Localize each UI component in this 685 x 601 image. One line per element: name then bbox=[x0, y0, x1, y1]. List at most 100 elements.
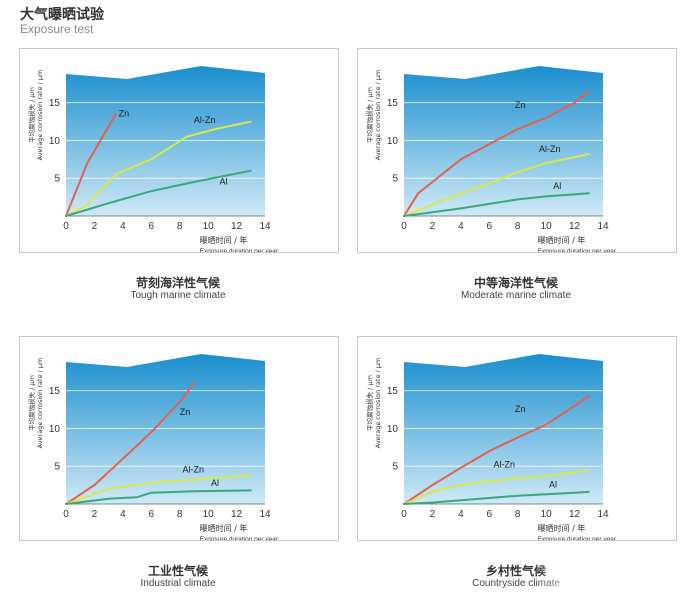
series-line-zn bbox=[403, 90, 590, 217]
series-label: Zn bbox=[515, 100, 526, 110]
x-tick-label: 8 bbox=[515, 221, 521, 232]
y-tick-label: 10 bbox=[387, 424, 399, 435]
chart-caption-en: Moderate marine climate bbox=[460, 290, 572, 301]
x-tick-label: 10 bbox=[541, 221, 553, 232]
chart-svg: 0 2 4 6 8 10 12 14 5 10 15 Zn Al-Zn Al 曝晒时间 / 年 Exposur… bbox=[365, 66, 617, 252]
plot-background bbox=[404, 354, 603, 504]
series-label: Zn bbox=[515, 404, 526, 414]
x-tick-label: 2 bbox=[430, 221, 436, 232]
x-tick-label: 2 bbox=[92, 509, 98, 520]
series-label: Al-Zn bbox=[539, 144, 561, 154]
x-axis-title-cn: 曝晒时间 / 年 bbox=[200, 235, 248, 245]
series-line-al bbox=[65, 489, 252, 505]
x-tick-label: 10 bbox=[203, 509, 215, 520]
y-tick-label: 5 bbox=[392, 462, 398, 473]
x-tick-label: 14 bbox=[259, 509, 271, 520]
x-axis-title-en: Exposure duration per year bbox=[200, 248, 279, 252]
chart-caption-en: Industrial climate bbox=[140, 578, 216, 589]
y-tick-label: 15 bbox=[387, 98, 399, 109]
y-tick-label: 5 bbox=[392, 174, 398, 185]
x-tick-label: 8 bbox=[177, 509, 183, 520]
chart-caption-en: Countryside climate bbox=[472, 578, 560, 589]
x-tick-label: 6 bbox=[149, 509, 155, 520]
chart-panel-countryside: 0 2 4 6 8 10 12 14 5 10 15 Zn Al-Zn Al 曝晒时间 / 年 Exposur… bbox=[357, 336, 677, 541]
x-axis-title-cn: 曝晒时间 / 年 bbox=[200, 523, 248, 533]
chart-svg: 0 2 4 6 8 10 12 14 5 10 15 Zn Al-Zn Al 曝晒时间 / 年 Exposur… bbox=[27, 66, 279, 252]
x-axis-title-en: Exposure duration per year bbox=[538, 536, 617, 540]
series-label: Al bbox=[553, 181, 561, 191]
y-axis-title-cn: 平均腐蚀损失 / μm bbox=[365, 375, 374, 431]
x-axis-title-en: Exposure duration per year bbox=[200, 536, 279, 540]
y-tick-label: 5 bbox=[54, 462, 60, 473]
y-tick-label: 10 bbox=[49, 424, 61, 435]
x-tick-label: 14 bbox=[597, 509, 609, 520]
y-tick-label: 15 bbox=[387, 386, 399, 397]
chart-caption-cn: 苛刻海洋性气候 bbox=[135, 276, 220, 290]
x-tick-label: 12 bbox=[569, 509, 581, 520]
chart-caption-cn: 工业性气候 bbox=[147, 564, 208, 578]
chart-svg: 0 2 4 6 8 10 12 14 5 10 15 Zn Al-Zn Al 曝晒时间 / 年 Exposur… bbox=[27, 354, 279, 540]
y-axis-title-en: Average corrosion rate / μm bbox=[374, 70, 382, 161]
series-line-al bbox=[403, 490, 590, 505]
x-tick-label: 10 bbox=[203, 221, 215, 232]
x-tick-label: 12 bbox=[231, 509, 243, 520]
x-tick-label: 0 bbox=[63, 221, 69, 232]
series-line-al bbox=[65, 169, 252, 217]
x-tick-label: 4 bbox=[120, 221, 126, 232]
x-tick-label: 14 bbox=[597, 221, 609, 232]
fade-overlay bbox=[535, 555, 685, 601]
series-line-al-zn bbox=[65, 474, 252, 505]
x-tick-label: 6 bbox=[487, 221, 493, 232]
y-axis-title-en: Average corrosion rate / μm bbox=[36, 70, 44, 161]
x-tick-label: 0 bbox=[63, 509, 69, 520]
y-tick-label: 15 bbox=[49, 98, 61, 109]
y-tick-label: 15 bbox=[49, 386, 61, 397]
x-axis-title-cn: 曝晒时间 / 年 bbox=[538, 523, 586, 533]
x-tick-label: 4 bbox=[458, 509, 464, 520]
chart-caption-cn: 乡村性气候 bbox=[485, 564, 546, 578]
chart-svg: 0 2 4 6 8 10 12 14 5 10 15 Zn Al-Zn Al 曝晒时间 / 年 Exposur… bbox=[365, 354, 617, 540]
x-tick-label: 0 bbox=[401, 509, 407, 520]
x-tick-label: 6 bbox=[487, 509, 493, 520]
x-tick-label: 10 bbox=[541, 509, 553, 520]
x-tick-label: 8 bbox=[515, 509, 521, 520]
x-axis-title-en: Exposure duration per year bbox=[538, 248, 617, 252]
plot-background bbox=[66, 66, 265, 216]
y-axis-title-en: Average corrosion rate / μm bbox=[36, 358, 44, 449]
x-tick-label: 2 bbox=[430, 509, 436, 520]
series-label: Al bbox=[220, 176, 228, 186]
series-label: Al-Zn bbox=[194, 115, 216, 125]
chart-panel-tough-marine: 0 2 4 6 8 10 12 14 5 10 15 Zn Al-Zn Al 曝晒时间 / 年 Exposur… bbox=[19, 48, 339, 253]
x-tick-label: 6 bbox=[149, 221, 155, 232]
x-tick-label: 12 bbox=[569, 221, 581, 232]
series-label: Al-Zn bbox=[183, 464, 205, 474]
y-tick-label: 5 bbox=[54, 174, 60, 185]
page-subtitle: Exposure test bbox=[20, 22, 94, 36]
x-tick-label: 2 bbox=[92, 221, 98, 232]
series-label: Al-Zn bbox=[494, 460, 516, 470]
chart-caption-en: Tough marine climate bbox=[130, 290, 226, 301]
y-axis-title-en: Average corrosion rate / μm bbox=[374, 358, 382, 449]
page-title: 大气曝晒试验 bbox=[20, 7, 104, 23]
chart-panel-industrial: 0 2 4 6 8 10 12 14 5 10 15 Zn Al-Zn Al 曝晒时间 / 年 Exposur… bbox=[19, 336, 339, 541]
series-line-zn bbox=[65, 382, 195, 505]
chart-panel-moderate-marine: 0 2 4 6 8 10 12 14 5 10 15 Zn Al-Zn Al 曝晒时间 / 年 Exposur… bbox=[357, 48, 677, 253]
y-axis-title-cn: 平均腐蚀损失 / μm bbox=[27, 375, 36, 431]
x-tick-label: 0 bbox=[401, 221, 407, 232]
series-label: Al bbox=[211, 478, 219, 488]
series-line-al-zn bbox=[403, 469, 590, 505]
series-line-al-zn bbox=[403, 153, 590, 217]
x-tick-label: 4 bbox=[120, 509, 126, 520]
series-line-al-zn bbox=[65, 120, 252, 217]
x-tick-label: 4 bbox=[458, 221, 464, 232]
series-line-zn bbox=[65, 113, 117, 217]
series-label: Zn bbox=[119, 108, 130, 118]
x-tick-label: 14 bbox=[259, 221, 271, 232]
y-tick-label: 10 bbox=[387, 136, 399, 147]
x-tick-label: 8 bbox=[177, 221, 183, 232]
chart-caption-cn: 中等海洋性气候 bbox=[473, 276, 558, 290]
series-line-al bbox=[403, 192, 590, 217]
y-tick-label: 10 bbox=[49, 136, 61, 147]
y-axis-title-cn: 平均腐蚀损失 / μm bbox=[27, 87, 36, 143]
x-axis-title-cn: 曝晒时间 / 年 bbox=[538, 235, 586, 245]
